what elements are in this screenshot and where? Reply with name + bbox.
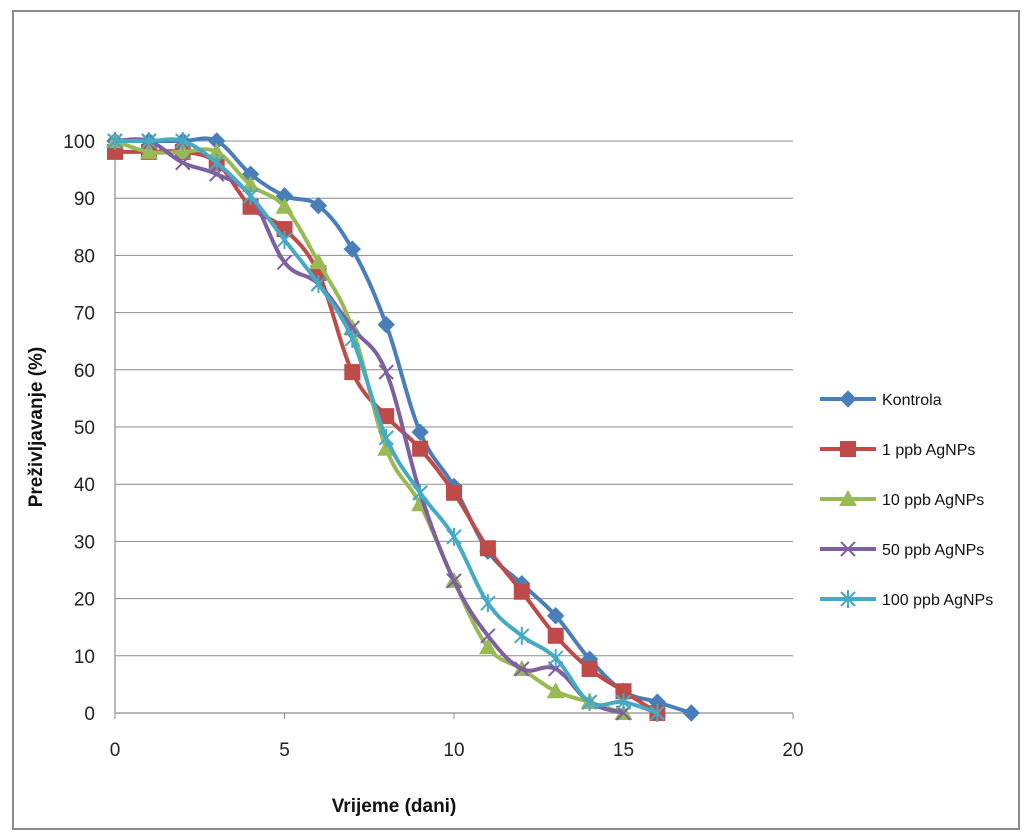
x-tick-label: 20 (782, 740, 803, 761)
data-point (378, 408, 395, 425)
data-point (139, 142, 158, 159)
data-point (546, 607, 565, 625)
y-axis-title: Preživljavanje (%) (26, 347, 47, 508)
data-point (514, 626, 530, 645)
y-tick-label: 60 (74, 361, 95, 382)
series-4 (107, 132, 666, 722)
data-point (208, 153, 225, 172)
legend-marker (840, 541, 856, 557)
y-tick-label: 100 (63, 132, 95, 153)
data-point (649, 704, 666, 722)
data-point (378, 428, 394, 447)
x-tick-label: 10 (443, 740, 464, 761)
data-point (478, 638, 497, 655)
y-tick-label: 0 (84, 704, 95, 725)
y-tick-label: 20 (74, 590, 95, 611)
y-tick-labels: 0 10 20 30 40 50 60 70 80 90 100 (63, 132, 95, 725)
data-point (175, 132, 191, 150)
data-point (377, 315, 395, 334)
data-point (309, 253, 328, 270)
data-point (480, 628, 496, 644)
data-point (682, 704, 701, 722)
gridlines (115, 140, 793, 657)
legend-item: 100 ppb AgNPs (820, 590, 993, 609)
legend: Kontrola 1 ppb AgNPs 10 ppb AgNPs 50 ppb Ag… (820, 390, 993, 609)
data-point (173, 142, 192, 159)
data-point (412, 440, 429, 457)
x-tick-label: 15 (613, 740, 634, 761)
data-point (207, 142, 226, 159)
data-point (411, 423, 429, 441)
legend-marker (840, 590, 856, 608)
data-point (479, 540, 496, 557)
data-point (208, 166, 225, 182)
y-tick-label: 30 (74, 532, 95, 553)
data-point (276, 230, 293, 249)
data-point (275, 197, 294, 214)
data-point (412, 483, 428, 502)
data-point (141, 132, 157, 150)
data-point (514, 661, 530, 677)
legend-label: 100 ppb AgNPs (882, 592, 993, 609)
y-tick-label: 80 (74, 246, 95, 267)
data-point (378, 364, 394, 380)
y-tick-label: 90 (74, 189, 95, 210)
legend-item: 50 ppb AgNPs (820, 541, 984, 559)
data-point (310, 275, 327, 293)
legend-label: 1 ppb AgNPs (882, 442, 975, 459)
data-point (446, 573, 462, 589)
axes (114, 141, 794, 719)
data-point (343, 240, 362, 258)
data-point (546, 682, 565, 699)
legend-item: Kontrola (820, 390, 942, 409)
data-point (615, 683, 632, 700)
legend-marker (839, 390, 857, 408)
legend-item: 10 ppb AgNPs (820, 490, 984, 509)
x-tick-label: 5 (279, 740, 290, 761)
series-group (106, 132, 701, 722)
y-tick-label: 70 (74, 304, 95, 325)
data-point (107, 132, 123, 150)
x-tick-label: 0 (110, 740, 121, 761)
legend-label: 10 ppb AgNPs (882, 492, 984, 509)
data-point (615, 705, 632, 721)
data-point (446, 484, 462, 501)
data-point (276, 254, 293, 270)
data-point (480, 594, 496, 613)
data-point (581, 660, 598, 677)
data-point (344, 329, 361, 348)
x-axis-title: Vrijeme (dani) (332, 796, 457, 817)
legend-item: 1 ppb AgNPs (820, 441, 975, 459)
data-point (242, 186, 259, 205)
data-point (446, 527, 462, 546)
legend-label: Kontrola (882, 392, 942, 409)
data-point (344, 364, 361, 381)
y-tick-label: 10 (74, 647, 95, 668)
series-line (114, 137, 625, 715)
y-tick-label: 40 (74, 475, 95, 496)
data-point (513, 583, 530, 600)
legend-marker (840, 441, 856, 457)
x-tick-labels: 0 5 10 15 20 (110, 740, 804, 761)
data-point (615, 693, 632, 712)
series-line (114, 137, 659, 715)
data-point (581, 693, 598, 712)
legend-marker (839, 490, 857, 506)
data-point (547, 649, 564, 668)
data-point (175, 155, 191, 171)
legend-label: 50 ppb AgNPs (882, 542, 984, 559)
data-point (309, 196, 328, 215)
data-point (547, 627, 564, 644)
y-tick-label: 50 (74, 418, 95, 439)
